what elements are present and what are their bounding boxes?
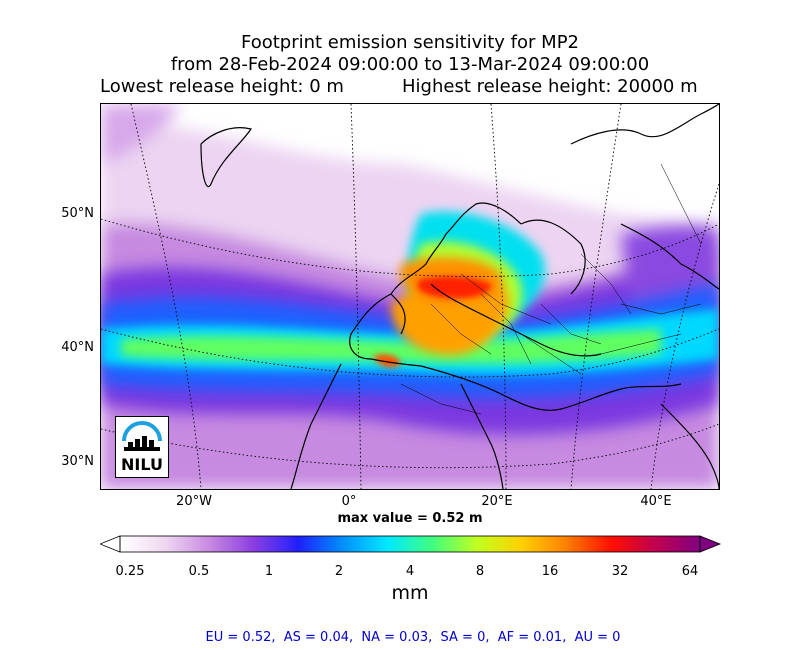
nilu-logo: NILU	[115, 416, 169, 478]
colorbar-min-extend	[100, 535, 121, 553]
colorbar-tick: 8	[475, 564, 485, 579]
lon-label-20e: 20°E	[481, 494, 513, 509]
map-title: Footprint emission sensitivity for MP2	[240, 32, 579, 53]
map-canvas	[101, 104, 719, 489]
plume-red	[373, 276, 492, 368]
nilu-logo-text: NILU	[121, 455, 163, 474]
colorbar-tick: 4	[405, 564, 415, 579]
lat-label-40n: 40°N	[61, 340, 94, 355]
region-values: EU = 0.52, AS = 0.04, NA = 0.03, SA = 0,…	[205, 630, 621, 645]
footprint-map	[100, 103, 720, 490]
colorbar-tick: 0.25	[115, 564, 145, 579]
lowest-release-height: Lowest release height: 0 m	[100, 76, 344, 97]
lat-label-50n: 50°N	[61, 206, 94, 221]
map-period: from 28-Feb-2024 09:00:00 to 13-Mar-2024…	[170, 54, 650, 75]
colorbar-tick: 1	[264, 564, 274, 579]
highest-release-height: Highest release height: 20000 m	[402, 76, 698, 97]
graticule	[101, 104, 719, 489]
colorbar-tick: 2	[334, 564, 344, 579]
lat-label-30n: 30°N	[61, 454, 94, 469]
colorbar-tick: 32	[611, 564, 629, 579]
colorbar-max-extend	[699, 535, 722, 553]
colorbar-gradient	[120, 536, 700, 552]
lon-label-0: 0°	[341, 494, 357, 509]
colorbar-tick: 16	[541, 564, 559, 579]
lon-label-20w: 20°W	[176, 494, 212, 509]
country-borders	[400, 163, 702, 415]
colorbar-tick: 64	[681, 564, 699, 579]
colorbar-tick: 0.5	[188, 564, 210, 579]
lon-label-40e: 40°E	[640, 494, 672, 509]
coastlines	[200, 104, 719, 489]
colorbar	[100, 535, 722, 553]
max-value-label: max value = 0.52 m	[337, 511, 483, 526]
colorbar-unit: mm	[391, 582, 429, 604]
nilu-logo-mark: NILU	[121, 421, 163, 474]
